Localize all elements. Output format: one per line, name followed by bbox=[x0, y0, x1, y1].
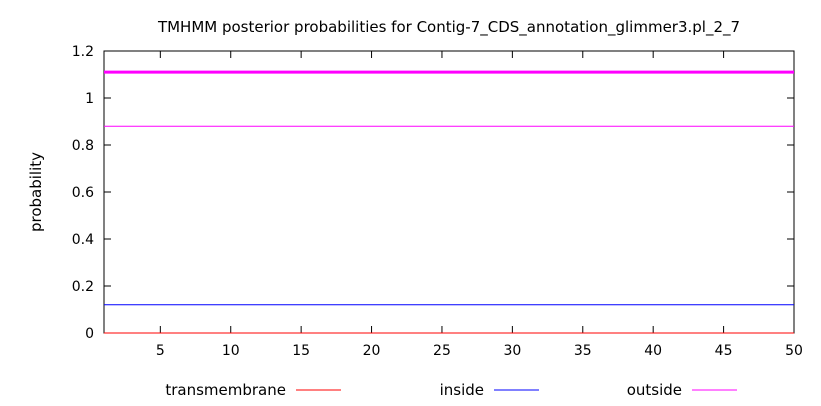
chart-title: TMHMM posterior probabilities for Contig… bbox=[157, 18, 740, 37]
legend-label-outside: outside bbox=[627, 381, 682, 399]
x-tick-label: 35 bbox=[574, 343, 592, 359]
y-tick-label: 0 bbox=[85, 326, 94, 342]
x-tick-label: 5 bbox=[156, 343, 165, 359]
x-tick-label: 45 bbox=[715, 343, 733, 359]
series-group bbox=[104, 70, 794, 334]
x-tick-label: 25 bbox=[433, 343, 451, 359]
y-tick-label: 0.8 bbox=[72, 138, 94, 154]
x-tick-label: 20 bbox=[363, 343, 381, 359]
x-tick-label: 10 bbox=[222, 343, 240, 359]
y-tick-label: 0.6 bbox=[72, 185, 94, 201]
legend-label-transmembrane: transmembrane bbox=[165, 381, 286, 399]
x-tick-label: 30 bbox=[503, 343, 521, 359]
y-axis-ticks: 0 0.2 0.4 0.6 0.8 1 1.2 bbox=[72, 44, 794, 342]
x-tick-label: 40 bbox=[644, 343, 662, 359]
legend: transmembrane inside outside bbox=[165, 381, 737, 399]
y-tick-label: 0.4 bbox=[72, 232, 94, 248]
y-axis-label: probability bbox=[27, 152, 45, 232]
x-tick-label: 15 bbox=[292, 343, 310, 359]
plot-frame bbox=[103, 50, 795, 334]
y-tick-label: 0.2 bbox=[72, 279, 94, 295]
x-tick-label: 50 bbox=[785, 343, 803, 359]
y-tick-label: 1 bbox=[85, 91, 94, 107]
x-axis-ticks: 5 10 15 20 25 30 35 40 45 50 bbox=[156, 51, 803, 359]
y-tick-label: 1.2 bbox=[72, 44, 94, 60]
legend-label-inside: inside bbox=[440, 381, 484, 399]
